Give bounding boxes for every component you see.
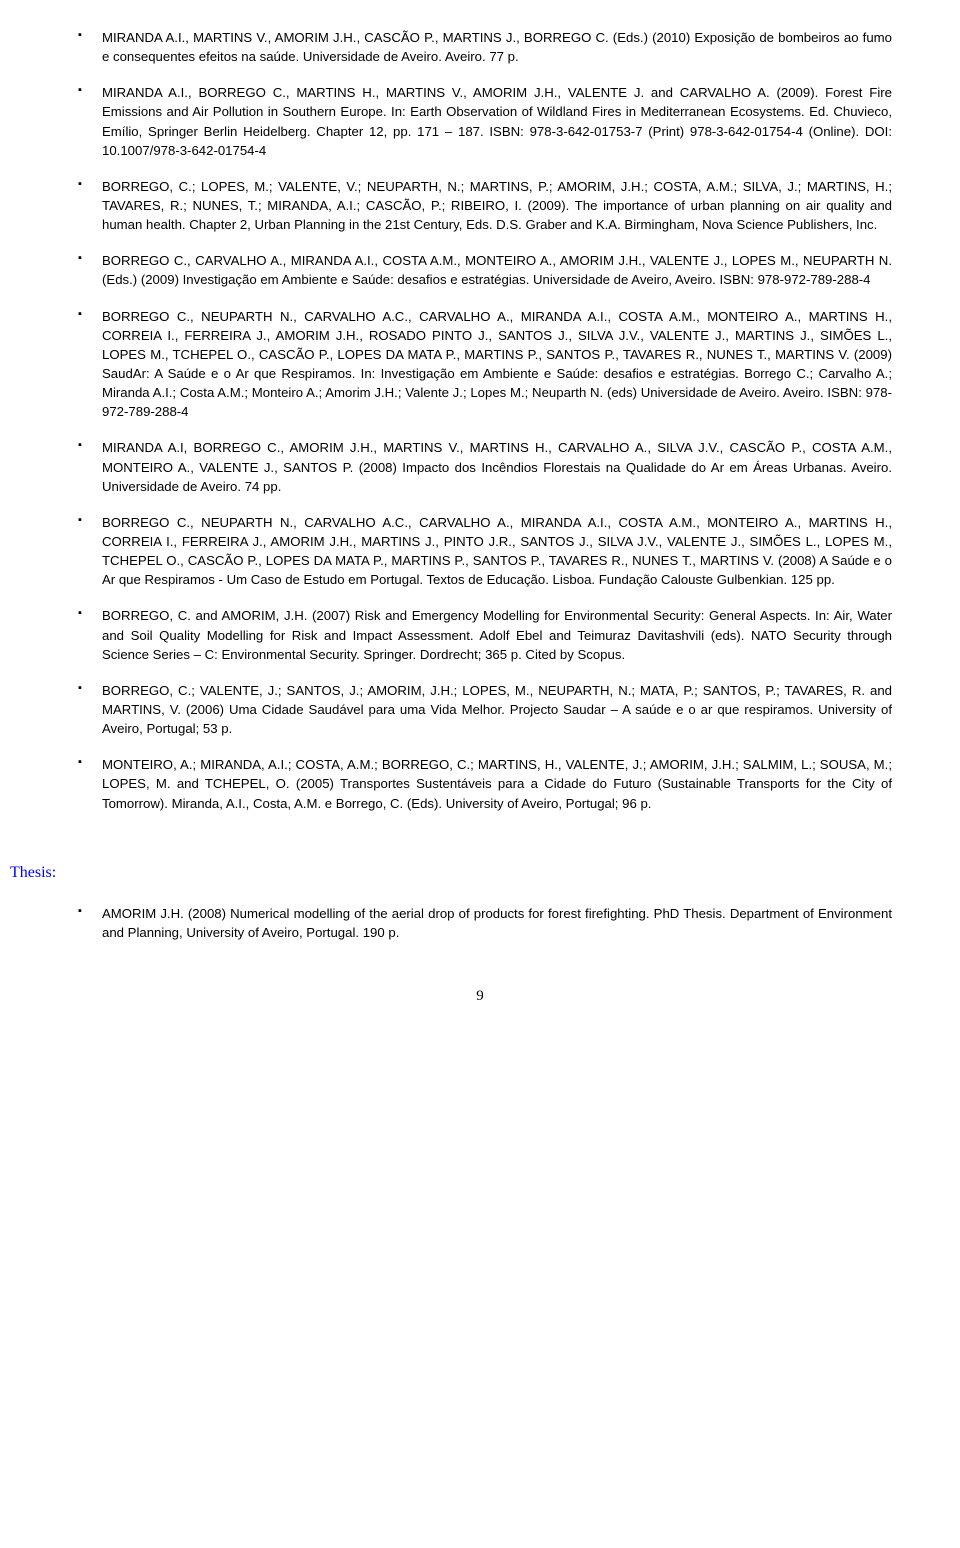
list-item: MONTEIRO, A.; MIRANDA, A.I.; COSTA, A.M.…	[78, 755, 892, 812]
pub-text: MIRANDA A.I., BORREGO C., MARTINS H., MA…	[102, 85, 892, 157]
pub-text: BORREGO, C.; LOPES, M.; VALENTE, V.; NEU…	[102, 179, 892, 232]
pub-text: BORREGO C., NEUPARTH N., CARVALHO A.C., …	[102, 309, 892, 420]
pub-text: BORREGO, C.; VALENTE, J.; SANTOS, J.; AM…	[102, 683, 892, 736]
thesis-section: AMORIM J.H. (2008) Numerical modelling o…	[78, 904, 892, 942]
thesis-list: AMORIM J.H. (2008) Numerical modelling o…	[78, 904, 892, 942]
thesis-heading: Thesis:	[10, 861, 892, 884]
pub-text: MIRANDA A.I, BORREGO C., AMORIM J.H., MA…	[102, 440, 892, 493]
list-item: BORREGO, C. and AMORIM, J.H. (2007) Risk…	[78, 606, 892, 663]
list-item: MIRANDA A.I., MARTINS V., AMORIM J.H., C…	[78, 28, 892, 66]
thesis-text: AMORIM J.H. (2008) Numerical modelling o…	[102, 906, 892, 940]
pub-text: BORREGO, C. and AMORIM, J.H. (2007) Risk…	[102, 608, 892, 661]
pub-text: BORREGO C., CARVALHO A., MIRANDA A.I., C…	[102, 253, 892, 287]
pub-text: MIRANDA A.I., MARTINS V., AMORIM J.H., C…	[102, 30, 892, 64]
page-number: 9	[68, 986, 892, 1008]
list-item: MIRANDA A.I., BORREGO C., MARTINS H., MA…	[78, 83, 892, 160]
list-item: BORREGO C., CARVALHO A., MIRANDA A.I., C…	[78, 251, 892, 289]
pub-text: BORREGO C., NEUPARTH N., CARVALHO A.C., …	[102, 515, 892, 587]
publications-section: MIRANDA A.I., MARTINS V., AMORIM J.H., C…	[78, 28, 892, 813]
list-item: BORREGO, C.; VALENTE, J.; SANTOS, J.; AM…	[78, 681, 892, 738]
list-item: BORREGO C., NEUPARTH N., CARVALHO A.C., …	[78, 307, 892, 422]
list-item: BORREGO C., NEUPARTH N., CARVALHO A.C., …	[78, 513, 892, 590]
publications-list: MIRANDA A.I., MARTINS V., AMORIM J.H., C…	[78, 28, 892, 813]
pub-text: MONTEIRO, A.; MIRANDA, A.I.; COSTA, A.M.…	[102, 757, 892, 810]
list-item: MIRANDA A.I, BORREGO C., AMORIM J.H., MA…	[78, 438, 892, 495]
list-item: AMORIM J.H. (2008) Numerical modelling o…	[78, 904, 892, 942]
list-item: BORREGO, C.; LOPES, M.; VALENTE, V.; NEU…	[78, 177, 892, 234]
